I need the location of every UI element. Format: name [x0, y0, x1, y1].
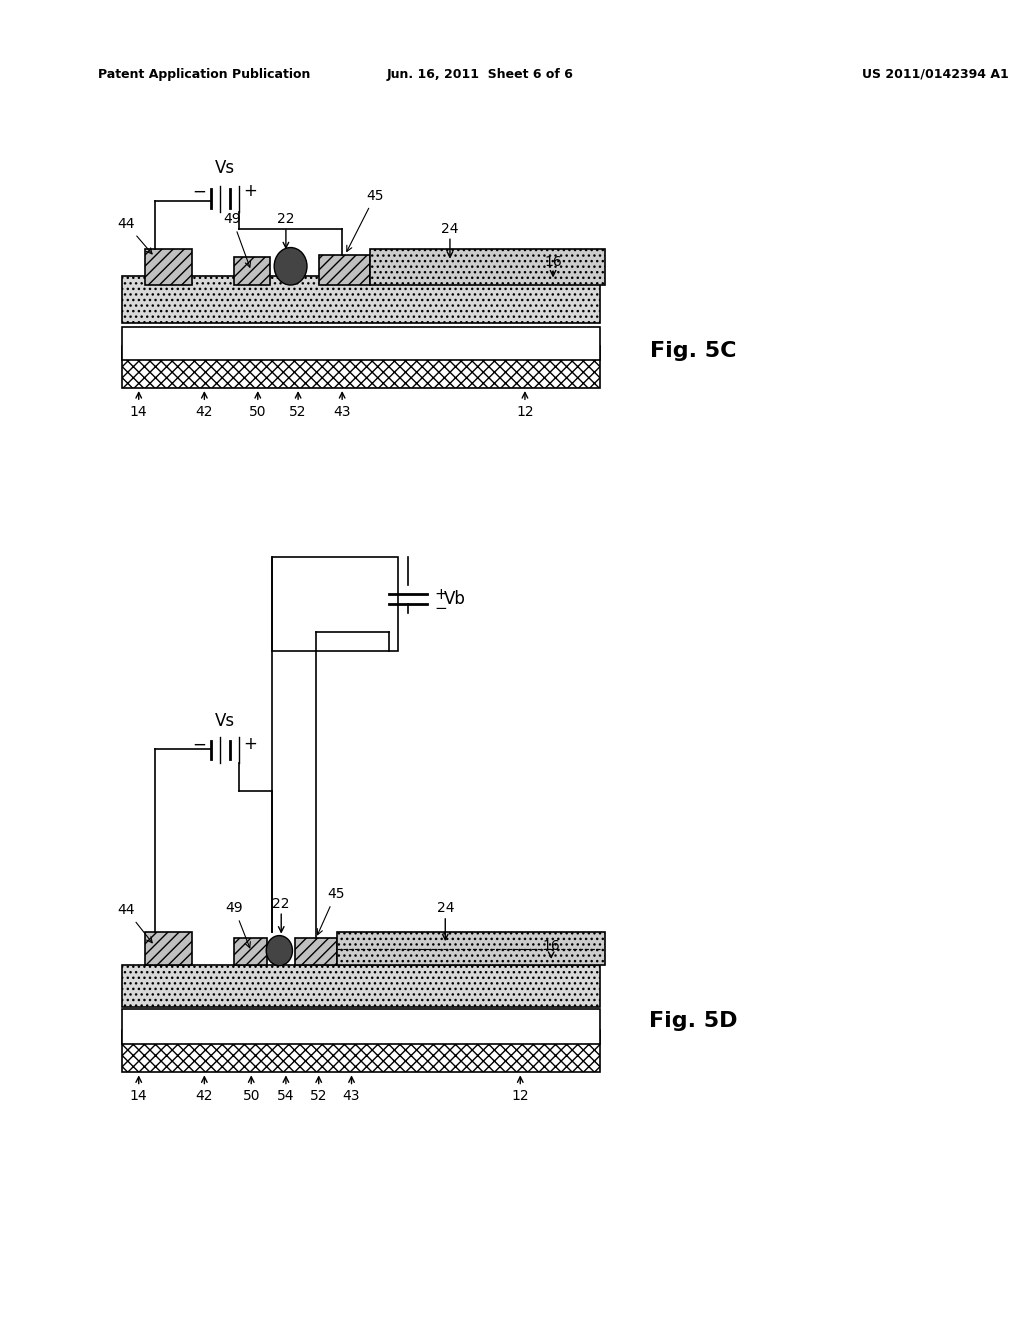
- Text: 45: 45: [317, 887, 344, 935]
- Bar: [122, 276, 600, 322]
- Text: 52: 52: [290, 405, 307, 418]
- Text: 43: 43: [343, 1089, 360, 1104]
- Text: 52: 52: [310, 1089, 328, 1104]
- Bar: [122, 1008, 600, 1044]
- Text: 12: 12: [511, 1089, 529, 1104]
- Bar: [371, 249, 604, 285]
- Text: 43: 43: [334, 405, 351, 418]
- Text: 50: 50: [249, 405, 266, 418]
- Text: 24: 24: [441, 222, 459, 236]
- Text: 24: 24: [436, 902, 454, 915]
- Bar: [145, 249, 193, 285]
- Ellipse shape: [266, 936, 293, 966]
- Text: +: +: [244, 735, 257, 754]
- Text: 45: 45: [347, 189, 384, 252]
- Text: 50: 50: [243, 1089, 260, 1104]
- Text: 12: 12: [516, 405, 534, 418]
- Text: 16: 16: [544, 255, 562, 268]
- Text: −: −: [193, 182, 207, 201]
- Bar: [338, 932, 604, 965]
- Bar: [318, 255, 371, 285]
- Bar: [234, 939, 267, 965]
- Text: Patent Application Publication: Patent Application Publication: [98, 67, 311, 81]
- Bar: [295, 939, 338, 965]
- Text: +: +: [434, 587, 446, 602]
- Text: 49: 49: [225, 902, 250, 948]
- Text: −: −: [434, 601, 446, 616]
- Text: −: −: [193, 735, 207, 754]
- Text: Jun. 16, 2011  Sheet 6 of 6: Jun. 16, 2011 Sheet 6 of 6: [386, 67, 573, 81]
- Bar: [122, 327, 600, 360]
- Text: +: +: [244, 182, 257, 201]
- Text: Fig. 5C: Fig. 5C: [650, 341, 737, 360]
- Text: Vs: Vs: [215, 711, 236, 730]
- Text: 54: 54: [278, 1089, 295, 1104]
- Ellipse shape: [274, 248, 307, 285]
- Text: Vs: Vs: [215, 158, 236, 177]
- Text: 42: 42: [196, 405, 213, 418]
- Bar: [122, 1031, 600, 1072]
- Text: 42: 42: [196, 1089, 213, 1104]
- Text: 16: 16: [543, 939, 560, 953]
- Bar: [271, 557, 398, 651]
- Bar: [122, 965, 600, 1007]
- Bar: [234, 257, 270, 285]
- Text: 22: 22: [272, 896, 290, 911]
- Text: 44: 44: [118, 216, 152, 253]
- Text: 14: 14: [130, 1089, 147, 1104]
- Text: US 2011/0142394 A1: US 2011/0142394 A1: [862, 67, 1009, 81]
- Text: Vb: Vb: [443, 590, 466, 609]
- Text: 49: 49: [223, 213, 251, 267]
- Text: 14: 14: [130, 405, 147, 418]
- Text: Fig. 5D: Fig. 5D: [649, 1011, 738, 1031]
- Text: 44: 44: [118, 903, 153, 942]
- Bar: [145, 932, 193, 965]
- Text: 22: 22: [278, 213, 295, 227]
- Bar: [122, 346, 600, 388]
